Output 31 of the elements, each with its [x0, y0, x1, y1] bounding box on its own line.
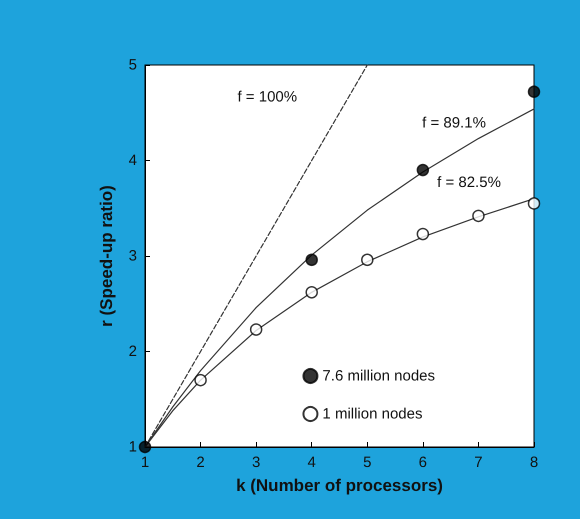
x-tick-label: 4 [308, 454, 316, 471]
point [361, 254, 374, 266]
y-tick-label: 2 [128, 343, 137, 360]
point [250, 323, 262, 336]
y-tick-label: 5 [128, 56, 137, 74]
point [305, 286, 318, 299]
x-tick-label: 8 [530, 454, 538, 471]
y-axis-title: r (Speed-up ratio) [97, 185, 116, 327]
x-tick-label: 2 [196, 454, 205, 471]
point [416, 164, 430, 176]
point [528, 197, 540, 210]
x-tick-label: 3 [252, 454, 260, 471]
x-axis-title: k (Number of processors) [236, 476, 443, 495]
x-tick-label: 5 [363, 454, 372, 471]
y-tick-label: 3 [128, 248, 137, 264]
point [472, 210, 485, 222]
y-tick-label: 4 [128, 152, 137, 169]
annotation: f = 82.5% [437, 174, 501, 192]
point [305, 254, 318, 266]
point [194, 374, 207, 386]
x-tick-label: 6 [418, 454, 428, 471]
annotation: f = 100% [237, 88, 298, 106]
point [416, 228, 430, 240]
legend-label: 7.6 million nodes [322, 368, 436, 384]
y-tick-label: 1 [128, 438, 137, 456]
legend-label: 1 million nodes [322, 406, 422, 422]
x-tick-label: 1 [140, 454, 150, 471]
annotation: f = 89.1% [422, 114, 486, 132]
x-tick-label: 7 [474, 454, 483, 471]
point [528, 85, 540, 98]
point [138, 440, 152, 454]
